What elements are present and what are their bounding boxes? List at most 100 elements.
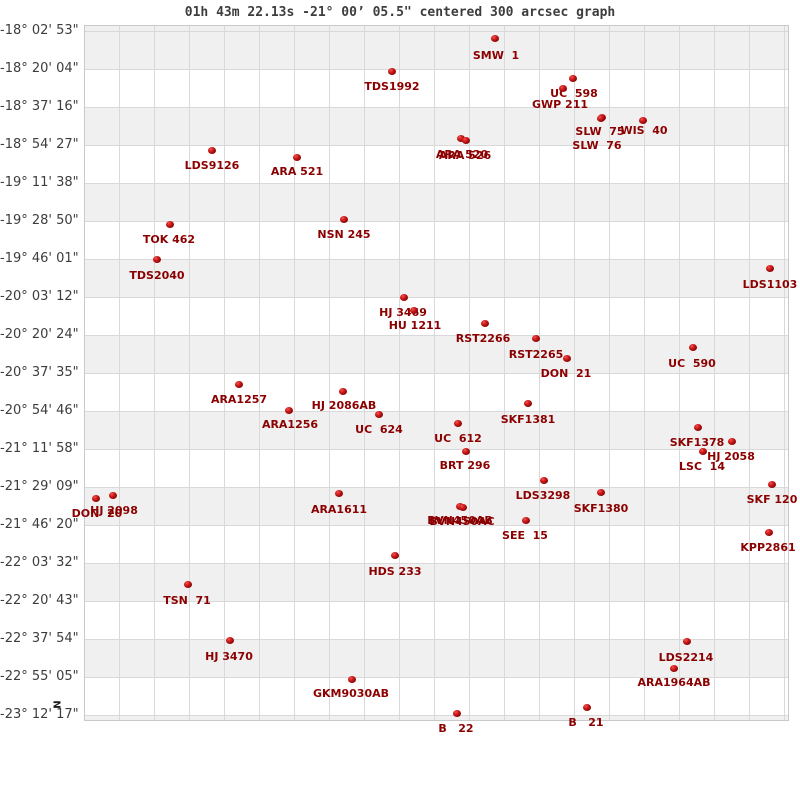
star-label: SMW 1 [472,49,520,62]
star-point [683,637,691,645]
grid-line-horizontal [84,259,789,260]
grid-line-vertical [329,25,330,721]
grid-line-vertical [609,25,610,721]
star-label: HJ 3470 [205,650,253,663]
star-label: ARA1611 [310,503,368,516]
star-label: TOK 462 [142,233,196,246]
band-row [84,259,789,297]
star-label: HJ 3469 [379,306,427,319]
star-point [457,134,465,142]
grid-line-horizontal [84,69,789,70]
band-row [84,715,789,721]
star-point [391,551,399,559]
star-label: NSN 245 [317,228,371,241]
star-label: ARA 520 [435,148,489,161]
star-label: RST2266 [455,332,511,345]
star-point [481,319,489,327]
star-label: UC 590 [668,357,716,370]
y-axis-tick-label: -22° 03' 32" [0,555,79,570]
star-label: B 21 [568,716,604,729]
y-axis-tick-label: -20° 03' 12" [0,289,79,304]
y-axis-tick-label: -18° 20' 04" [0,61,79,76]
star-label: KPP2861 [740,541,796,554]
star-label: BVN450AB [427,514,493,527]
grid-line-horizontal [84,563,789,564]
star-label: HDS 233 [368,565,422,578]
grid-line-vertical [364,25,365,721]
star-label: SEE 15 [502,529,548,542]
star-point [92,494,100,502]
star-point [670,664,678,672]
star-point [559,84,567,92]
grid-line-vertical [539,25,540,721]
y-axis-tick-label: -21° 46' 20" [0,517,79,532]
y-axis-tick-label: -22° 55' 05" [0,669,79,684]
grid-line-horizontal [84,411,789,412]
star-label: TDS1992 [364,80,420,93]
star-label: TSN 71 [163,594,211,607]
star-point [235,380,243,388]
star-point [166,220,174,228]
star-point [293,153,301,161]
band-row [84,563,789,601]
grid-line-vertical [714,25,715,721]
star-label: BVN450AC [429,515,495,528]
star-point [388,67,396,75]
y-axis-tick-label: -18° 02' 53" [0,23,79,38]
star-label: ARA1256 [261,418,319,431]
star-label: LDS9126 [184,159,240,172]
star-label: ARA1257 [210,393,268,406]
y-axis-tick-label: -18° 37' 16" [0,99,79,114]
star-label: SKF1381 [500,413,556,426]
y-axis-tick-label: -22° 20' 43" [0,593,79,608]
grid-line-vertical [679,25,680,721]
y-axis-tick-label: -18° 54' 27" [0,137,79,152]
star-label: ARA1964AB [637,676,711,689]
star-point [462,136,470,144]
grid-line-horizontal [84,639,789,640]
grid-line-horizontal [84,487,789,488]
star-point [454,419,462,427]
band-row [84,335,789,373]
band-row [84,487,789,525]
star-point [639,116,647,124]
star-point [491,34,499,42]
star-label: B 22 [438,722,474,735]
star-point [462,447,470,455]
star-point [375,410,383,418]
star-point [689,343,697,351]
grid-line-vertical [189,25,190,721]
star-label: LDS3298 [515,489,571,502]
grid-line-vertical [434,25,435,721]
grid-line-vertical [749,25,750,721]
star-point [569,74,577,82]
y-axis-tick-label: -20° 20' 24" [0,327,79,342]
star-label: DON 21 [540,367,592,380]
star-label: HU 1211 [388,319,442,332]
grid-line-horizontal [84,715,789,716]
star-point [285,406,293,414]
star-point [766,264,774,272]
star-point [522,516,530,524]
y-axis-tick-label: -19° 28' 50" [0,213,79,228]
grid-line-vertical [294,25,295,721]
star-point [459,503,467,511]
grid-line-horizontal [84,107,789,108]
grid-line-vertical [259,25,260,721]
star-point [410,306,418,314]
grid-line-horizontal [84,31,789,32]
y-axis-tick-label: -23° 12' 17" [0,707,79,722]
star-point [109,491,117,499]
y-axis-tick-label: -19° 46' 01" [0,251,79,266]
y-axis-tick-label: -20° 37' 35" [0,365,79,380]
star-point [226,636,234,644]
star-point [597,114,605,122]
star-point [694,423,702,431]
star-point [563,354,571,362]
star-point [208,146,216,154]
grid-line-horizontal [84,297,789,298]
y-axis-tick-label: -21° 11' 58" [0,441,79,456]
star-point [524,399,532,407]
